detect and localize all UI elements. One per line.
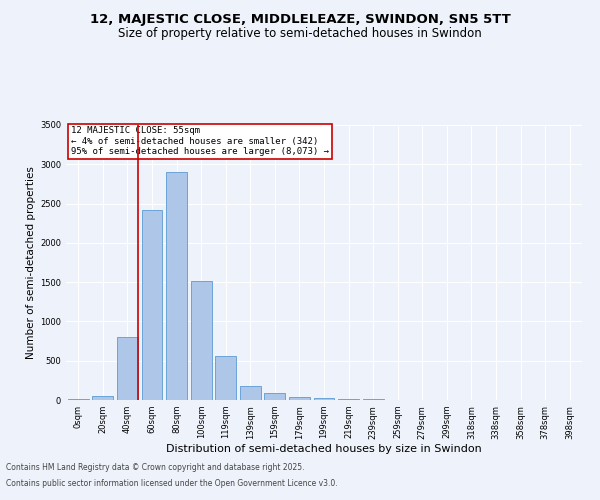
Bar <box>240 386 261 400</box>
Text: 12 MAJESTIC CLOSE: 55sqm
← 4% of semi-detached houses are smaller (342)
95% of s: 12 MAJESTIC CLOSE: 55sqm ← 4% of semi-de… <box>71 126 329 156</box>
Text: Contains public sector information licensed under the Open Government Licence v3: Contains public sector information licen… <box>6 478 338 488</box>
X-axis label: Distribution of semi-detached houses by size in Swindon: Distribution of semi-detached houses by … <box>166 444 482 454</box>
Bar <box>191 282 212 400</box>
Bar <box>362 399 383 400</box>
Bar <box>142 210 163 400</box>
Bar <box>92 396 113 400</box>
Text: Contains HM Land Registry data © Crown copyright and database right 2025.: Contains HM Land Registry data © Crown c… <box>6 464 305 472</box>
Bar <box>215 356 236 400</box>
Bar <box>314 398 334 400</box>
Bar <box>68 399 89 400</box>
Bar <box>166 172 187 400</box>
Bar <box>117 337 138 400</box>
Text: 12, MAJESTIC CLOSE, MIDDLELEAZE, SWINDON, SN5 5TT: 12, MAJESTIC CLOSE, MIDDLELEAZE, SWINDON… <box>89 12 511 26</box>
Bar <box>289 397 310 400</box>
Text: Size of property relative to semi-detached houses in Swindon: Size of property relative to semi-detach… <box>118 28 482 40</box>
Y-axis label: Number of semi-detached properties: Number of semi-detached properties <box>26 166 36 359</box>
Bar <box>265 393 286 400</box>
Bar <box>338 399 359 400</box>
